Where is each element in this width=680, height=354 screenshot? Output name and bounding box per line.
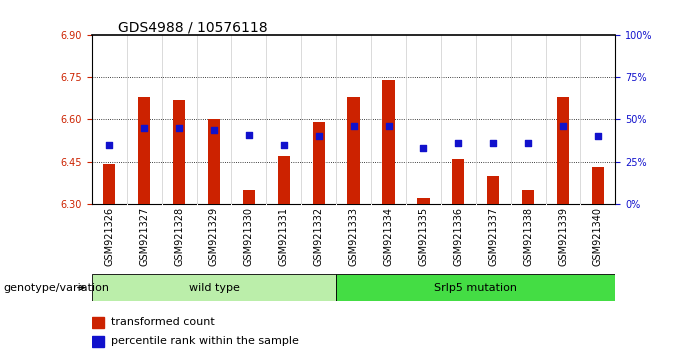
Bar xyxy=(522,189,534,204)
Point xyxy=(383,123,394,129)
Text: GSM921331: GSM921331 xyxy=(279,207,289,266)
Bar xyxy=(452,159,464,204)
Text: wild type: wild type xyxy=(188,282,239,293)
Point xyxy=(523,140,534,146)
Bar xyxy=(347,97,360,204)
Text: GSM921327: GSM921327 xyxy=(139,207,149,266)
Bar xyxy=(592,167,604,204)
Text: GSM921329: GSM921329 xyxy=(209,207,219,266)
Text: transformed count: transformed count xyxy=(111,318,215,327)
Point xyxy=(418,145,429,151)
Text: GSM921326: GSM921326 xyxy=(104,207,114,266)
Bar xyxy=(418,198,430,204)
Text: GSM921340: GSM921340 xyxy=(593,207,603,266)
Bar xyxy=(336,274,615,301)
Text: GSM921328: GSM921328 xyxy=(174,207,184,266)
Point xyxy=(173,125,184,131)
Bar xyxy=(277,156,290,204)
Text: GSM921339: GSM921339 xyxy=(558,207,568,266)
Text: GSM921336: GSM921336 xyxy=(454,207,463,266)
Bar xyxy=(208,120,220,204)
Point xyxy=(348,123,359,129)
Point xyxy=(488,140,498,146)
Bar xyxy=(382,80,394,204)
Text: GSM921330: GSM921330 xyxy=(244,207,254,266)
Point xyxy=(209,127,220,132)
Point xyxy=(592,133,603,139)
Point xyxy=(313,133,324,139)
Bar xyxy=(557,97,569,204)
Bar xyxy=(173,100,185,204)
Text: genotype/variation: genotype/variation xyxy=(3,282,109,293)
Text: GSM921333: GSM921333 xyxy=(349,207,358,266)
Text: GSM921334: GSM921334 xyxy=(384,207,394,266)
Text: GSM921335: GSM921335 xyxy=(418,207,428,266)
Point xyxy=(104,142,115,148)
Text: GSM921338: GSM921338 xyxy=(523,207,533,266)
Text: percentile rank within the sample: percentile rank within the sample xyxy=(111,336,299,346)
Text: GSM921337: GSM921337 xyxy=(488,207,498,266)
Bar xyxy=(92,336,104,347)
Point xyxy=(453,140,464,146)
Text: GDS4988 / 10576118: GDS4988 / 10576118 xyxy=(118,20,268,34)
Bar xyxy=(92,274,336,301)
Point xyxy=(243,132,254,137)
Bar xyxy=(103,164,116,204)
Point xyxy=(558,123,568,129)
Point xyxy=(139,125,150,131)
Bar xyxy=(243,189,255,204)
Bar xyxy=(92,317,104,328)
Point xyxy=(278,142,289,148)
Bar xyxy=(138,97,150,204)
Bar xyxy=(487,176,499,204)
Text: Srlp5 mutation: Srlp5 mutation xyxy=(435,282,517,293)
Text: GSM921332: GSM921332 xyxy=(313,207,324,266)
Bar xyxy=(313,122,325,204)
